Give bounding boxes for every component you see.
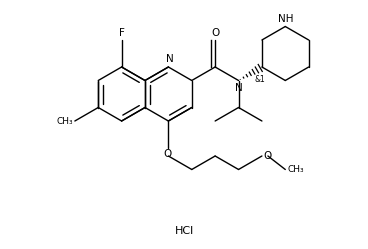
Text: CH₃: CH₃ [56,117,73,125]
Text: N: N [235,82,243,92]
Text: CH₃: CH₃ [287,165,304,174]
Text: N: N [166,54,173,64]
Text: F: F [118,28,124,38]
Text: O: O [263,151,271,161]
Text: &1: &1 [255,75,265,84]
Text: O: O [211,28,219,38]
Text: NH: NH [277,13,293,23]
Text: O: O [163,149,171,159]
Text: HCl: HCl [174,226,194,236]
